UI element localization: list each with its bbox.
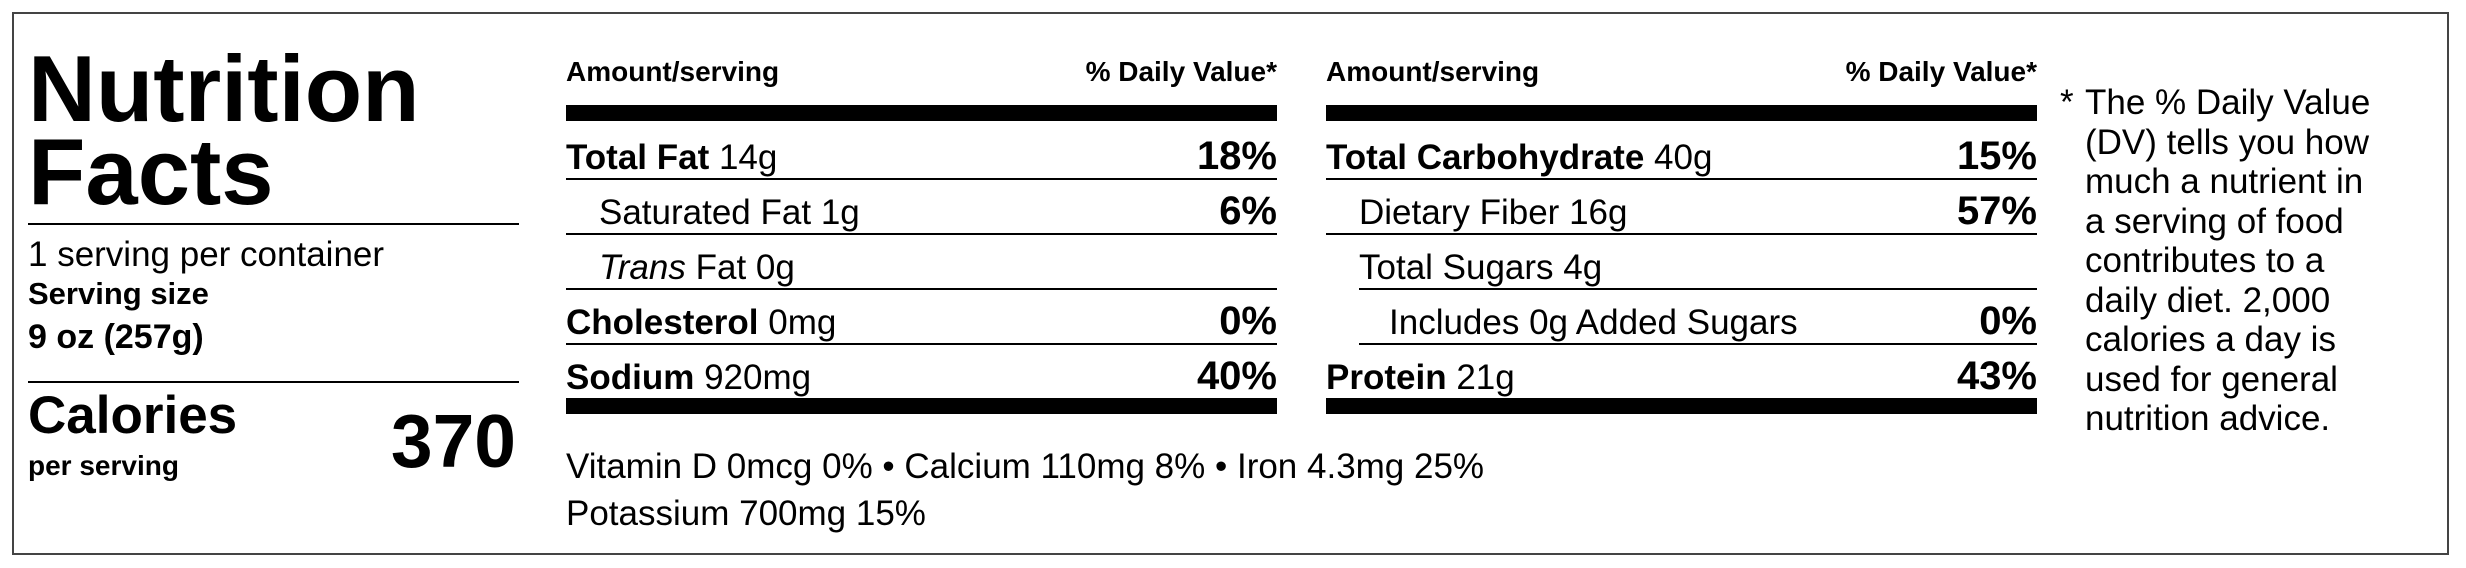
daily-value: 6% — [1219, 189, 1277, 233]
nutrient-amount: 1g — [820, 193, 860, 232]
col-amount: Amount/serving — [566, 56, 780, 87]
nutrient-row: Saturated Fat 1g — [599, 195, 860, 230]
nutrient-name-italic: Trans — [599, 248, 686, 287]
nutrient-name: Total Carbohydrate — [1326, 138, 1645, 177]
nutrient-row: Total Carbohydrate 40g — [1326, 140, 1712, 175]
nutrient-name: Includes 0g Added Sugars — [1389, 303, 1798, 342]
serving-size: 9 oz (257g) — [28, 318, 204, 356]
col-dv: % Daily Value* — [1085, 56, 1277, 87]
daily-value: 40% — [1196, 354, 1277, 398]
servings: 1 serving per container — [28, 235, 385, 274]
rule — [566, 178, 1277, 180]
footnote-line: (DV) tells you how — [2085, 122, 2369, 162]
nutrient-row: Dietary Fiber 16g — [1359, 195, 1627, 230]
nutrient-row: Total Fat 14g — [566, 140, 777, 175]
serving-size-label: Serving size — [28, 276, 209, 311]
footnote-line: much a nutrient in — [2085, 162, 2364, 201]
footnote-line: nutrition advice. — [2085, 399, 2331, 438]
footnote-line: calories a day is — [2085, 320, 2336, 359]
label-border — [12, 12, 2449, 555]
title: Nutrition — [28, 36, 420, 141]
rule — [1359, 343, 2037, 345]
nutrient-amount: 920mg — [704, 358, 812, 397]
nutrient-name: Saturated Fat — [599, 193, 812, 232]
nutrient-name: Cholesterol — [566, 303, 759, 342]
nutrient-name: Sodium — [566, 358, 695, 397]
footnote-line: used for general — [2085, 359, 2338, 399]
rule — [28, 381, 519, 383]
nutrient-name: Dietary Fiber — [1359, 193, 1560, 232]
vitamins: Potassium 700mg 15% — [566, 494, 926, 533]
rule — [1326, 233, 2037, 235]
rule — [1326, 178, 2037, 180]
rule — [566, 233, 1277, 235]
daily-value: 57% — [1956, 189, 2037, 233]
nutrient-row: Cholesterol 0mg — [566, 305, 836, 340]
thick-rule — [1326, 105, 2037, 121]
thick-rule — [566, 398, 1277, 414]
calories-sub: per serving — [28, 450, 179, 481]
footnote-marker: * — [2060, 83, 2074, 122]
nutrient-amount: 0g — [755, 248, 795, 287]
nutrient-amount: 40g — [1654, 138, 1713, 177]
nutrient-row: Trans Fat 0g — [599, 250, 795, 285]
nutrient-amount: 0mg — [768, 303, 837, 342]
nutrient-row: Sodium 920mg — [566, 360, 811, 395]
nutrient-amount: 4g — [1563, 248, 1603, 287]
nutrient-row: Total Sugars 4g — [1359, 250, 1602, 285]
nutrient-name: Total Sugars — [1359, 248, 1554, 287]
col-dv: % Daily Value* — [1845, 56, 2037, 87]
footnote-line: The % Daily Value — [2085, 83, 2371, 122]
title: Facts — [28, 119, 274, 224]
daily-value: 43% — [1956, 354, 2037, 398]
thick-rule — [566, 105, 1277, 121]
daily-value: 15% — [1956, 134, 2037, 178]
nutrient-amount: 14g — [718, 138, 778, 177]
rule — [28, 223, 519, 225]
vitamins: Vitamin D 0mcg 0% • Calcium 110mg 8% • I… — [566, 447, 1485, 486]
daily-value: 0% — [1979, 299, 2037, 343]
nutrient-name: Protein — [1326, 358, 1447, 397]
footnote-line: a serving of food — [2085, 201, 2344, 241]
rule — [566, 343, 1277, 345]
rule — [1359, 288, 2037, 290]
thick-rule — [1326, 398, 2037, 414]
nutrient-name: Fat — [695, 248, 747, 287]
nutrient-amount: 16g — [1569, 193, 1628, 232]
nutrient-amount: 21g — [1456, 358, 1515, 397]
calories: 370 — [390, 399, 516, 483]
nutrient-name: Total Fat — [566, 138, 710, 177]
col-amount: Amount/serving — [1326, 56, 1540, 87]
footnote-line: contributes to a — [2085, 241, 2325, 280]
nutrient-row: Protein 21g — [1326, 360, 1515, 395]
calories-label: Calories — [28, 386, 238, 445]
footnote-line: daily diet. 2,000 — [2085, 280, 2331, 320]
daily-value: 18% — [1196, 134, 1277, 178]
rule — [566, 288, 1277, 290]
nutrient-row: Includes 0g Added Sugars — [1389, 305, 1798, 340]
daily-value: 0% — [1219, 299, 1277, 343]
